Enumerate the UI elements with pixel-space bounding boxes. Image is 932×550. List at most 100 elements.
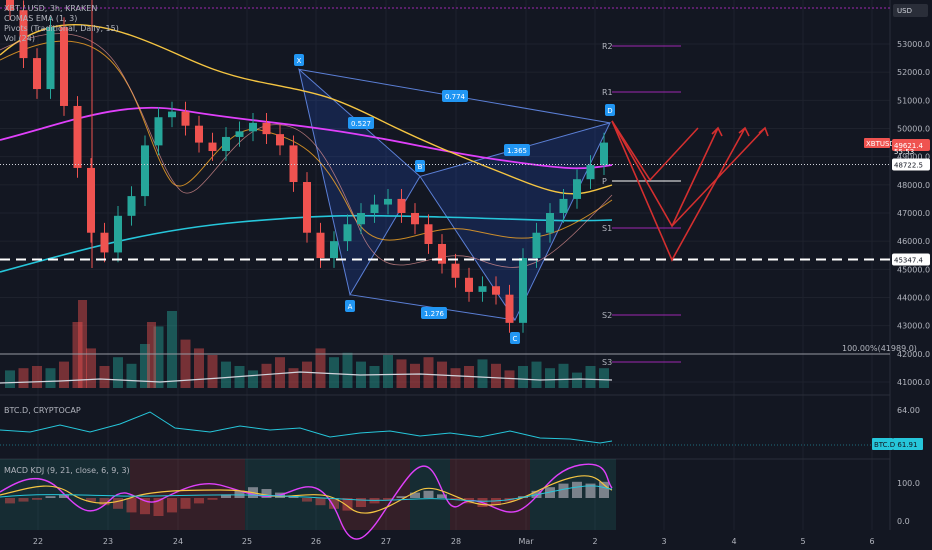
volume-bar-spike-2 — [147, 322, 156, 388]
macd-hist-bar — [558, 483, 569, 498]
candle-body — [519, 258, 527, 323]
volume-bar — [140, 344, 150, 388]
candle-body — [262, 122, 271, 135]
pivot-label-r2: R2 — [602, 42, 613, 51]
pattern-point-x — [294, 54, 304, 66]
candle-body — [492, 286, 500, 295]
candle-body — [235, 131, 244, 137]
macd-hist-bar — [18, 498, 29, 502]
pattern-ratio-box — [421, 307, 447, 319]
candle-body — [249, 122, 257, 132]
candle-body — [276, 134, 284, 146]
y-tick-label: 44000.0 — [897, 294, 930, 303]
btcd-legend: BTC.D, CRYPTOCAP — [4, 406, 81, 416]
harmonic-pattern: X A B C D 0.774 0.527 1.365 1.276 — [294, 54, 615, 344]
macd-hist-bar — [221, 494, 231, 498]
macd-hist-bar — [572, 481, 582, 498]
candle-body — [600, 142, 608, 166]
volume-bar — [86, 348, 96, 388]
x-tick-label: 26 — [311, 537, 321, 546]
btcd-tick: 64.00 — [897, 406, 920, 415]
legend-pivots[interactable]: Pivots (Traditional, Daily, 15) — [4, 24, 119, 33]
symbol-badge-box — [864, 138, 890, 148]
chart-legend: XBT / USD, 3h, KRAKEN COMAS EMA (1, 3) P… — [4, 4, 119, 44]
x-tick-label: 2 — [592, 537, 597, 546]
x-tick-label: 24 — [173, 537, 183, 546]
candle-body — [532, 232, 541, 259]
macd-hist-bar — [599, 481, 609, 498]
btcd-title[interactable]: BTC.D, CRYPTOCAP — [4, 406, 81, 415]
pivot-label-p: P — [602, 177, 607, 186]
volume-bar — [221, 361, 231, 388]
projection-a — [611, 120, 723, 228]
btcd-line — [0, 411, 890, 446]
volume-bar — [545, 368, 555, 388]
volume-bar — [491, 363, 501, 388]
pivot-label-s2: S2 — [602, 311, 612, 320]
pattern-point-a — [345, 300, 355, 312]
y-tick-label: 47000.0 — [897, 209, 930, 218]
price-badge-box — [892, 139, 930, 151]
volume-bar — [32, 366, 42, 388]
volume-bar — [72, 322, 83, 388]
x-tick-label: 27 — [381, 537, 391, 546]
pattern-ratio-box — [504, 144, 530, 156]
macd-hist-bar — [329, 498, 339, 509]
macd-hist-bar — [356, 498, 366, 507]
legend-volume[interactable]: Vol (24) — [4, 34, 35, 43]
btcd-badge-box — [872, 438, 893, 450]
candle-body — [181, 111, 190, 126]
macd-hist-bar — [342, 498, 353, 511]
macd-bg-6 — [450, 459, 530, 530]
y-tick-label: 42000.0 — [897, 350, 930, 359]
macd-hist-bar — [153, 498, 164, 516]
btcd-line-path — [0, 411, 613, 444]
candle-body — [451, 263, 460, 278]
pattern-point-b — [415, 160, 425, 172]
macd-hist-bar — [180, 498, 191, 509]
macd-hist-bar — [5, 498, 15, 504]
volume-bar — [59, 361, 69, 388]
projection-c — [611, 120, 699, 182]
candle-body — [114, 215, 122, 253]
x-tick-label: 23 — [103, 537, 113, 546]
candle-body — [370, 204, 379, 213]
candle-body — [505, 294, 514, 323]
macd-hist-bar — [437, 494, 447, 498]
candle-body — [384, 198, 392, 205]
candles — [6, 0, 608, 333]
level2-badge-box — [892, 253, 930, 266]
x-tick-label: 25 — [242, 537, 252, 546]
y-tick-label: 41000.0 — [897, 378, 930, 387]
macd-hist-bar — [491, 498, 501, 506]
btcd-badge-box-2 — [893, 438, 923, 450]
y-tick-label: 52000.0 — [897, 68, 930, 77]
y-tick-label: 48000.0 — [897, 181, 930, 190]
x-tick-label: 28 — [451, 537, 461, 546]
projection-d — [671, 126, 769, 227]
macd-hist-bar — [194, 498, 204, 504]
candle-body — [127, 196, 136, 216]
currency-badge-text: USD — [897, 7, 912, 15]
macd-hist-bar — [410, 492, 420, 498]
legend-ema[interactable]: COMAS EMA (1, 3) — [4, 14, 78, 23]
candle-body — [289, 145, 298, 183]
kdj-d-line — [0, 485, 613, 502]
btcd-badge-text: BTC.D 61.91 — [874, 441, 917, 449]
pattern-point-label: D — [607, 107, 612, 115]
volume-bar — [572, 372, 582, 388]
volume-bar-spike-1 — [78, 300, 87, 388]
macd-hist-bar — [167, 498, 177, 513]
price-badges: USD XBTUSD 49621.455:53 48722.5 45347.4 BTC.D… — [864, 4, 930, 450]
volume-bar — [329, 357, 339, 388]
moving-averages — [0, 23, 613, 273]
x-tick-label: Mar — [518, 537, 534, 546]
candle-body — [397, 198, 406, 213]
macd-hist-bar — [315, 498, 326, 506]
pattern-point-d — [605, 104, 615, 116]
macd-hist-bar — [126, 498, 137, 513]
macd-title[interactable]: MACD KDJ (9, 21, close, 6, 9, 3) — [4, 466, 130, 475]
volume-bar — [585, 366, 596, 388]
candle-body — [100, 232, 109, 253]
